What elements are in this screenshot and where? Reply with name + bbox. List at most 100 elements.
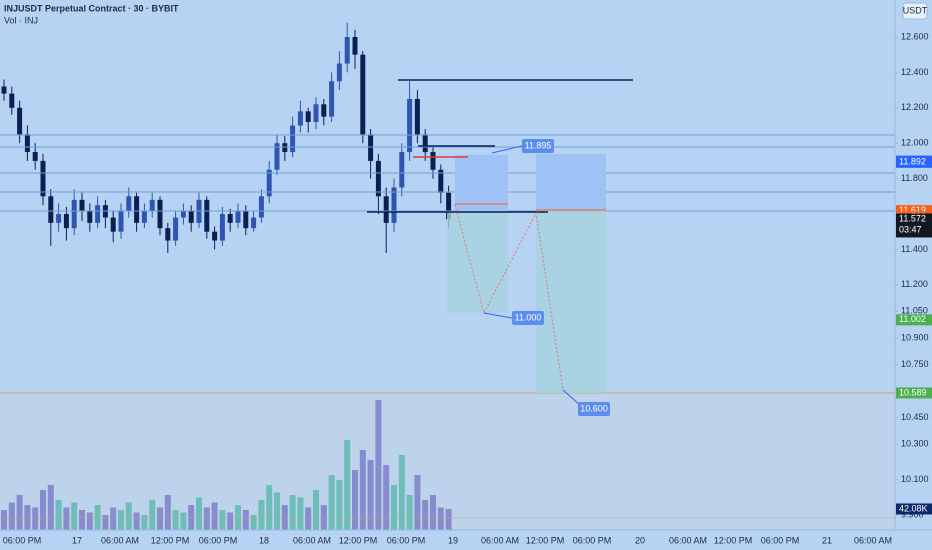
volume-bar bbox=[352, 470, 358, 530]
candle-body bbox=[17, 107, 23, 135]
volume-bar bbox=[437, 507, 444, 530]
volume-bar bbox=[16, 495, 23, 530]
volume-bar bbox=[344, 440, 351, 530]
price-tag-label: 11.572 bbox=[899, 213, 926, 223]
x-tick-label: 21 bbox=[822, 535, 832, 545]
candle-body bbox=[282, 143, 288, 153]
callout-line bbox=[562, 389, 581, 406]
volume-bar bbox=[32, 507, 39, 530]
stop-zone bbox=[536, 154, 606, 210]
price-tag: 10.589 bbox=[896, 387, 932, 399]
currency-button[interactable] bbox=[902, 2, 928, 20]
volume-bar bbox=[250, 515, 257, 530]
volume-bar bbox=[157, 507, 163, 530]
candle-body bbox=[383, 196, 389, 223]
candle-body bbox=[258, 196, 264, 218]
volume-bar bbox=[274, 492, 280, 530]
volume-bar bbox=[110, 507, 117, 530]
callout-line bbox=[491, 145, 523, 154]
projection-path bbox=[454, 204, 564, 391]
candle-body bbox=[305, 111, 311, 122]
candle-body bbox=[235, 210, 241, 223]
y-tick-label: 10.450 bbox=[901, 412, 929, 422]
volume-bar bbox=[258, 500, 265, 530]
annotation-box bbox=[512, 311, 544, 325]
volume-bar bbox=[391, 485, 397, 530]
volume-tag-label: 42.08K bbox=[899, 503, 928, 513]
callout-line bbox=[483, 312, 513, 319]
price-tag-label: 10.589 bbox=[899, 387, 927, 397]
candle-body bbox=[422, 134, 428, 153]
candle-body bbox=[391, 187, 397, 223]
volume-bar bbox=[172, 510, 179, 530]
y-tick-label: 11.800 bbox=[901, 173, 928, 183]
candle-body bbox=[1, 86, 7, 94]
volume-pane bbox=[0, 393, 895, 528]
candle-body bbox=[219, 214, 225, 241]
volume-bar bbox=[102, 515, 109, 530]
candle-body bbox=[118, 210, 124, 232]
candle-body bbox=[266, 169, 272, 197]
volume-bar bbox=[328, 475, 335, 530]
volume-bar bbox=[149, 500, 156, 530]
volume-bar bbox=[289, 495, 296, 530]
candle-body bbox=[321, 104, 327, 117]
volume-bar bbox=[71, 502, 78, 530]
price-tag-label: 11.892 bbox=[899, 157, 926, 167]
candle-body bbox=[32, 152, 38, 161]
annotation: 11.895 11.000 10.600 bbox=[512, 139, 610, 416]
y-tick-label: 12.600 bbox=[901, 31, 929, 41]
indicator-label: Vol · INJ bbox=[4, 15, 38, 25]
volume-bar bbox=[196, 497, 202, 530]
y-tick-label: 11.050 bbox=[901, 306, 928, 316]
chart-title: INJUSDT Perpetual Contract · 30 · BYBIT bbox=[4, 3, 179, 13]
volume-bar bbox=[383, 465, 390, 530]
candle-body bbox=[95, 205, 101, 223]
price-tag: 11.619 bbox=[896, 205, 932, 217]
volume-bar bbox=[180, 512, 187, 530]
candle-body bbox=[188, 210, 194, 223]
volume-bar bbox=[79, 510, 85, 530]
candle-body bbox=[157, 199, 163, 229]
volume-bar bbox=[227, 512, 234, 530]
candle-body bbox=[313, 104, 319, 122]
x-tick-label: 06:00 PM bbox=[573, 535, 612, 545]
volume-bar bbox=[398, 455, 405, 530]
candle-body bbox=[399, 152, 405, 188]
volume-bar bbox=[430, 495, 436, 530]
y-tick-label: 11.400 bbox=[901, 244, 928, 254]
annotation-label: 11.000 bbox=[515, 312, 542, 322]
price-tag-label: 11.619 bbox=[899, 205, 926, 215]
price-tag-box bbox=[896, 156, 932, 168]
volume-bar bbox=[94, 505, 101, 530]
volume-bar bbox=[266, 485, 273, 530]
candle-body bbox=[63, 214, 69, 229]
x-tick-label: 06:00 PM bbox=[199, 535, 238, 545]
candle-body bbox=[360, 54, 366, 135]
candle-body bbox=[407, 98, 413, 153]
volume-tag: 42.08K bbox=[896, 503, 932, 515]
price-tag-label: 11.002 bbox=[899, 314, 926, 324]
volume-bar bbox=[422, 500, 429, 530]
drawings bbox=[0, 79, 895, 519]
candle-body bbox=[40, 160, 46, 197]
candle-body bbox=[438, 169, 444, 193]
volume-bar bbox=[281, 505, 288, 530]
candle-body bbox=[173, 217, 179, 241]
x-tick-label: 12:00 PM bbox=[526, 535, 565, 545]
candle-body bbox=[414, 98, 420, 135]
volume-bar bbox=[320, 505, 327, 530]
volume-bar bbox=[235, 505, 241, 530]
candle-body bbox=[290, 125, 296, 153]
x-tick-label: 06:00 PM bbox=[387, 535, 426, 545]
volume-bar bbox=[305, 507, 312, 530]
volume-bar bbox=[86, 512, 93, 530]
candle-body bbox=[336, 63, 342, 82]
volume-bar bbox=[359, 450, 366, 530]
volume-bar bbox=[375, 400, 382, 530]
candle-body bbox=[134, 196, 140, 223]
volume-tag-box bbox=[896, 503, 932, 515]
candle-body bbox=[48, 196, 54, 223]
candle-body bbox=[446, 192, 452, 220]
